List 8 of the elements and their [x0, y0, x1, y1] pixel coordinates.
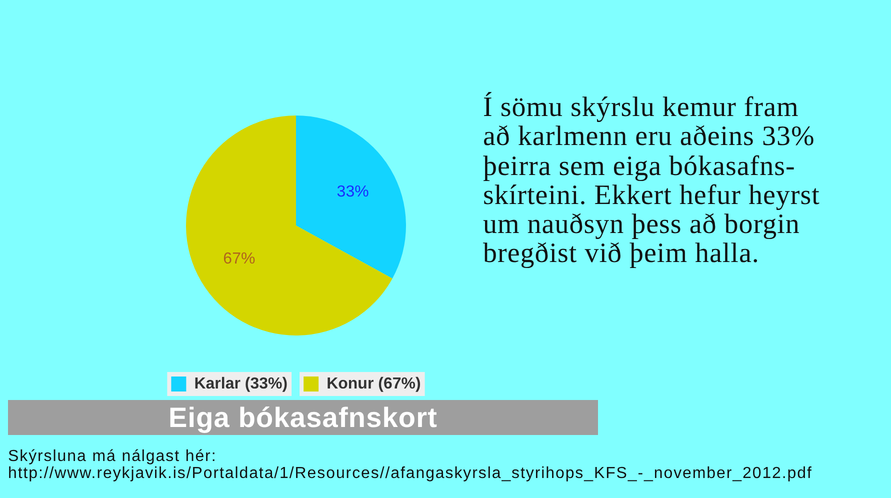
text: Í sömu skýrslu kemur fram að karlmenn eru aðeins 33% þeirra sem eiga bókasafns- skírteini. Ekkert hefur heyrst um nauðsyn þess að borgin bregðist við þeim halla.: [483, 92, 821, 270]
text: http://www.reykjavik.is/Portaldata/1/Resources//afangaskyrsla_styrihops_KFS_-_november_2012.pdf: [8, 465, 812, 482]
legend-label: Konur (67%): [326, 375, 421, 392]
text: Eiga bókasafnskort: [8, 400, 598, 435]
text: Skýrsluna má nálgast hér:: [8, 448, 217, 465]
data-label: 33%: [336, 183, 369, 200]
data-label: 67%: [223, 250, 256, 268]
legend-label: Karlar (33%): [194, 375, 288, 392]
